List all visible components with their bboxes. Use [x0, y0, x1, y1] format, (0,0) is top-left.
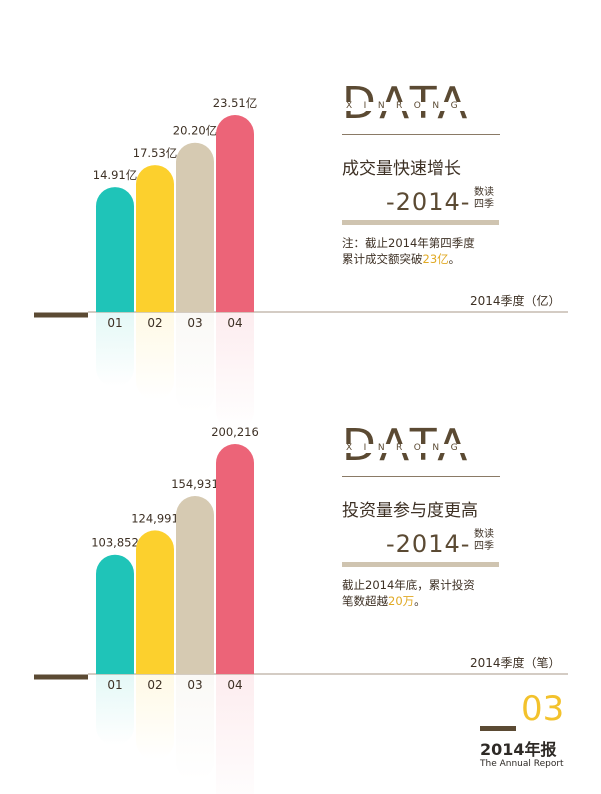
- bar-04: [216, 115, 254, 312]
- tick-label-03: 03: [187, 678, 202, 692]
- note-highlight: 20万: [388, 594, 415, 608]
- xinrong-wordmark: XINRONG: [344, 443, 472, 453]
- bar-reflection-04: [216, 674, 254, 794]
- bar-02: [136, 165, 174, 312]
- value-label-04: 23.51亿: [213, 96, 257, 110]
- value-label-02: 17.53亿: [133, 146, 177, 160]
- note-highlight: 23亿: [422, 252, 449, 266]
- headline: 成交量快速增长: [342, 159, 461, 179]
- tag-line-1: 数读: [474, 187, 494, 198]
- bar-02: [136, 530, 174, 674]
- bar-chart-investment-count: 103,852 01 124,991 02 154,931 03 200,216 04: [34, 425, 568, 794]
- tick-label-02: 02: [147, 678, 162, 692]
- note-suffix: 。: [414, 594, 426, 608]
- value-label-01: 14.91亿: [93, 168, 137, 182]
- tick-label-02: 02: [147, 316, 162, 330]
- value-label-02: 124,991: [131, 511, 179, 525]
- annual-report-badge: 03 2014年报 The Annual Report: [478, 692, 573, 782]
- badge-title: 2014年报: [480, 740, 557, 759]
- bar-reflection-04: [216, 312, 254, 431]
- tick-label-03: 03: [187, 316, 202, 330]
- year-label: -2014-: [386, 188, 471, 216]
- value-label-01: 103,852: [91, 536, 139, 550]
- bar-01: [96, 554, 134, 674]
- tag-label: 数读 四季: [474, 529, 504, 553]
- note-line-2: 累计成交额突破23亿。: [342, 251, 512, 267]
- bar-reflection-03: [176, 674, 214, 781]
- axis-caption: 2014季度（亿）: [470, 294, 561, 308]
- bar-reflection-03: [176, 312, 214, 414]
- page-number: 03: [521, 689, 565, 729]
- badge-bar: [480, 726, 516, 731]
- note-text: 截止2014年底，累计投资 笔数超越20万。: [342, 577, 512, 609]
- tag-line-2: 四季: [474, 199, 494, 210]
- note-prefix: 累计成交额突破: [342, 252, 423, 266]
- value-label-04: 200,216: [211, 425, 259, 439]
- bar-reflection-02: [136, 312, 174, 401]
- bar-reflection-02: [136, 674, 174, 761]
- note-suffix: 。: [448, 252, 461, 266]
- bar-reflection-01: [96, 312, 134, 387]
- tag-line-2: 四季: [474, 541, 494, 552]
- bar-03: [176, 496, 214, 674]
- bar-04: [216, 444, 254, 674]
- tick-label-04: 04: [227, 316, 242, 330]
- bar-01: [96, 187, 134, 312]
- axis-caption: 2014季度（笔）: [470, 656, 561, 670]
- badge-subtitle: The Annual Report: [480, 759, 564, 769]
- bar-chart-transaction-volume: 14.91亿 01 17.53亿 02 20.20亿 03 23.51亿 04: [34, 96, 568, 431]
- xinrong-wordmark: XINRONG: [344, 101, 472, 111]
- tick-label-04: 04: [227, 678, 242, 692]
- headline: 投资量参与度更高: [342, 501, 478, 521]
- tag-label: 数读 四季: [474, 187, 504, 211]
- bar-reflection-01: [96, 674, 134, 746]
- value-label-03: 20.20亿: [173, 124, 217, 138]
- note-prefix: 笔数超越: [342, 594, 388, 608]
- tick-label-01: 01: [107, 678, 122, 692]
- tick-label-01: 01: [107, 316, 122, 330]
- year-label: -2014-: [386, 530, 471, 558]
- note-text: 注：截止2014年第四季度 累计成交额突破23亿。: [342, 235, 512, 267]
- note-line-1: 截止2014年底，累计投资: [342, 578, 475, 592]
- note-line-1: 注：截止2014年第四季度: [342, 236, 475, 250]
- title-rule: [342, 476, 500, 477]
- value-label-03: 154,931: [171, 477, 219, 491]
- bar-03: [176, 142, 214, 312]
- tag-line-1: 数读: [474, 529, 494, 540]
- title-rule: [342, 134, 500, 135]
- thick-rule: [342, 220, 499, 225]
- thick-rule: [342, 562, 499, 567]
- note-line-2: 笔数超越20万。: [342, 593, 512, 609]
